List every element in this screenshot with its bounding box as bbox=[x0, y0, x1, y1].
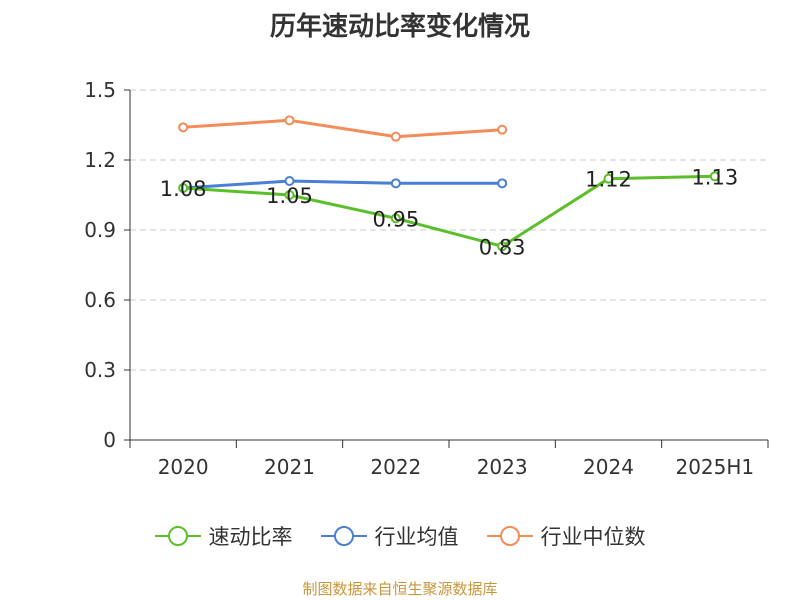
data-point bbox=[390, 213, 401, 224]
legend-item-industry-average[interactable]: 行业均值 bbox=[320, 521, 459, 551]
chart-legend: 速动比率 行业均值 行业中位数 bbox=[0, 520, 800, 552]
data-point bbox=[497, 124, 508, 135]
x-tick-label: 2021 bbox=[264, 455, 315, 479]
data-label: 0.95 bbox=[372, 207, 419, 231]
legend-label-industry-average: 行业均值 bbox=[374, 525, 459, 549]
y-tick-label: 1.5 bbox=[84, 78, 116, 102]
data-point bbox=[497, 241, 508, 252]
y-tick-label: 0.3 bbox=[84, 358, 116, 382]
y-tick-label: 1.2 bbox=[84, 148, 116, 172]
data-point bbox=[497, 178, 508, 189]
series-line bbox=[183, 179, 503, 190]
y-tick-label: 0.6 bbox=[84, 288, 116, 312]
x-tick-label: 2025H1 bbox=[675, 455, 754, 479]
data-point bbox=[390, 131, 401, 142]
data-label: 1.05 bbox=[266, 184, 313, 208]
data-point bbox=[284, 176, 295, 186]
data-label: 0.83 bbox=[479, 235, 526, 259]
data-point bbox=[603, 173, 614, 184]
data-point bbox=[178, 122, 189, 133]
legend-marker-industry-average bbox=[320, 526, 367, 546]
legend-item-quick-ratio[interactable]: 速动比率 bbox=[154, 521, 293, 551]
x-tick-label: 2020 bbox=[158, 455, 209, 479]
legend-label-quick-ratio: 速动比率 bbox=[208, 525, 293, 549]
source-note: 制图数据来自恒生聚源数据库 bbox=[302, 580, 498, 598]
y-tick-label: 0 bbox=[103, 428, 116, 452]
x-tick-label: 2023 bbox=[477, 455, 528, 479]
data-label: 1.13 bbox=[691, 165, 738, 189]
data-point bbox=[178, 183, 189, 193]
data-point bbox=[709, 171, 720, 182]
legend-marker-industry-median bbox=[486, 526, 533, 546]
data-label: 1.08 bbox=[160, 177, 207, 201]
x-tick-label: 2024 bbox=[583, 455, 634, 479]
chart-title: 历年速动比率变化情况 bbox=[269, 12, 530, 42]
data-point bbox=[284, 190, 295, 200]
x-tick-label: 2022 bbox=[370, 455, 421, 479]
y-tick-label: 0.9 bbox=[84, 218, 116, 242]
data-point bbox=[390, 178, 401, 189]
legend-label-industry-median: 行业中位数 bbox=[540, 525, 646, 549]
data-point bbox=[284, 115, 295, 126]
data-label: 1.12 bbox=[585, 168, 632, 192]
legend-item-industry-median[interactable]: 行业中位数 bbox=[486, 521, 646, 551]
series-line bbox=[183, 174, 715, 248]
series-line bbox=[183, 118, 503, 139]
legend-marker-quick-ratio bbox=[154, 526, 201, 546]
